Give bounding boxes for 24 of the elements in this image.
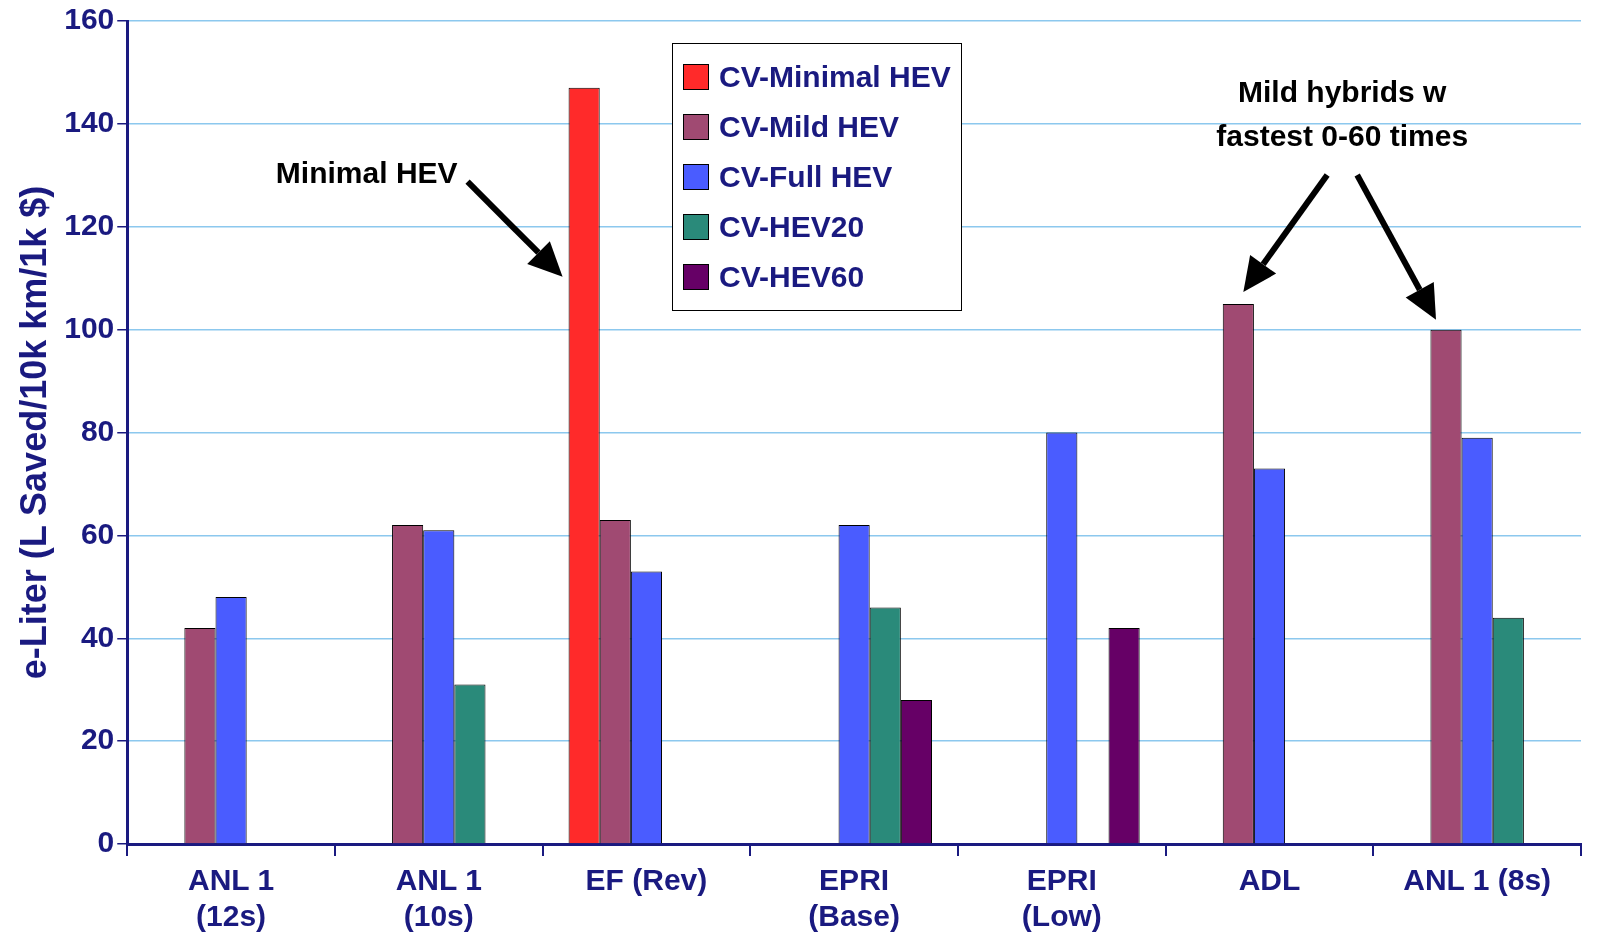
- y-tick-label: 40: [80, 619, 115, 653]
- y-tick-label: 140: [64, 105, 115, 139]
- x-tick-label: EPRI (Base): [808, 863, 900, 933]
- legend-label: CV-HEV20: [718, 209, 866, 245]
- y-tick-label: 60: [80, 516, 115, 550]
- x-tick-label: ANL 1 (12s): [188, 863, 275, 933]
- y-tick-label: 160: [64, 2, 115, 36]
- y-tick-label: 80: [80, 413, 115, 447]
- y-axis-title: e-Liter (L Saved/10k km/1k $): [12, 185, 54, 680]
- annotation: Mild hybrids w fastest 0-60 times: [1216, 75, 1469, 153]
- y-tick-label: 20: [80, 722, 115, 756]
- y-tick-label: 120: [64, 208, 115, 242]
- legend-label: CV-HEV60: [718, 259, 866, 295]
- x-tick-label: ADL: [1238, 863, 1301, 897]
- y-tick-label: 0: [97, 825, 115, 859]
- x-tick-label: EPRI (Low): [1021, 863, 1102, 933]
- x-tick-label: ANL 1 (10s): [395, 863, 482, 933]
- legend-label: CV-Mild HEV: [718, 109, 901, 145]
- annotation: Minimal HEV: [275, 155, 458, 189]
- legend-label: CV-Minimal HEV: [718, 59, 951, 95]
- legend-label: CV-Full HEV: [718, 159, 894, 195]
- x-tick-label: ANL 1 (8s): [1403, 863, 1552, 897]
- x-tick-label: EF (Rev): [585, 863, 708, 897]
- y-tick-label: 100: [64, 310, 115, 344]
